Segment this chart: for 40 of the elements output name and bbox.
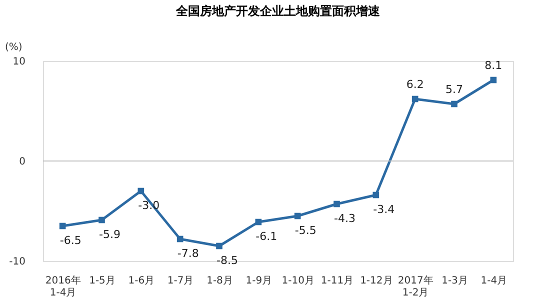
point <box>176 236 184 242</box>
data-label: 6.2 <box>406 78 424 91</box>
x-tick-label: 1-10月 <box>282 276 314 286</box>
point <box>59 222 66 230</box>
point <box>216 242 222 250</box>
point <box>138 188 144 194</box>
data-label: -6.1 <box>256 230 278 243</box>
x-tick-label: 1-9月 <box>246 276 272 286</box>
point <box>451 100 458 108</box>
x-tick-label: 1-4月 <box>480 276 508 286</box>
data-label: -6.5 <box>60 234 82 247</box>
point <box>255 218 262 226</box>
point <box>294 212 301 220</box>
chart-title: 全国房地产开发企业土地购置面积增速 <box>175 4 381 18</box>
x-tick-label: 1-5月 <box>89 276 116 286</box>
x-tick-label: 2017年 1-2月 <box>398 274 434 298</box>
x-tick-label: 1-12月 <box>360 276 393 286</box>
data-label: -5.9 <box>99 228 120 241</box>
data-label: 8.1 <box>484 59 502 72</box>
data-label: -3.4 <box>373 203 395 216</box>
data-label: -4.3 <box>334 212 356 225</box>
y-tick-label: 10 <box>12 56 26 68</box>
x-tick-label: 1-8月 <box>206 276 233 286</box>
data-label: -7.8 <box>177 247 199 260</box>
x-tick-label: 1-11月 <box>320 276 354 286</box>
y-tick-label: 0 <box>19 156 26 168</box>
y-axis-title: (%) <box>5 42 22 53</box>
point <box>334 200 340 208</box>
point <box>372 192 380 198</box>
x-tick-label: 1-6月 <box>128 276 155 286</box>
data-label: -5.5 <box>294 224 316 237</box>
point <box>98 216 105 224</box>
x-tick-label: 1-3月 <box>442 276 468 286</box>
y-tick-label: -10 <box>9 256 26 268</box>
x-tick-label: 2016年 1-4月 <box>45 274 81 298</box>
x-tick-label: 1-7月 <box>167 276 194 286</box>
point <box>490 76 497 84</box>
point <box>412 96 418 102</box>
data-label: 5.7 <box>446 83 463 96</box>
data-label: -8.5 <box>216 254 238 267</box>
